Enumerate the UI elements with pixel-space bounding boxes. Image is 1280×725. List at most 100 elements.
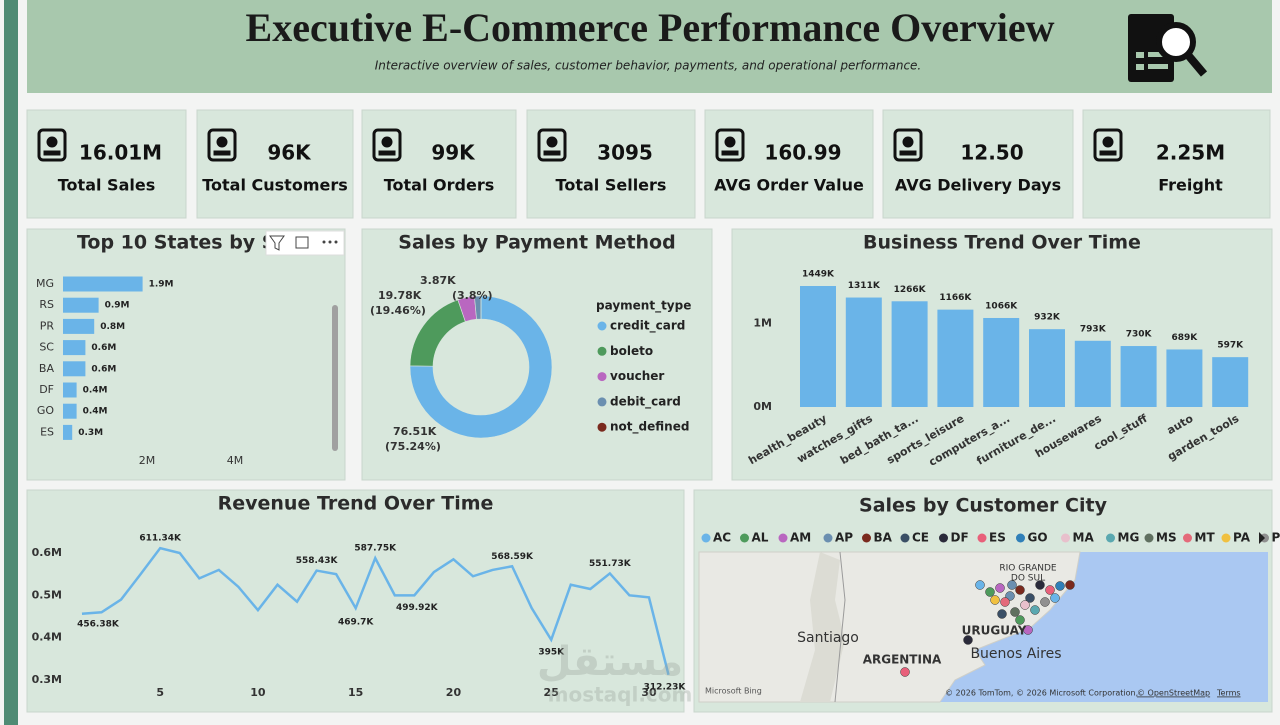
kpi-icon — [537, 128, 567, 162]
y-tick-label: ES — [40, 425, 54, 438]
y-tick-label: DF — [39, 383, 54, 396]
map-bubble — [1015, 585, 1025, 595]
x-tick-label: 15 — [348, 686, 363, 699]
data-label: 1.9M — [149, 280, 174, 290]
bar — [1166, 349, 1203, 407]
kpi-label: Total Sellers — [556, 176, 667, 195]
data-label: 932K — [1034, 313, 1061, 323]
bar — [63, 297, 99, 313]
data-label: 469.7K — [338, 618, 374, 628]
map-bubble — [1055, 581, 1065, 591]
map-bubble — [1023, 625, 1033, 635]
data-label: 395K — [538, 647, 565, 657]
data-label: 558.43K — [296, 556, 339, 566]
x-tick-label: 30 — [641, 686, 657, 699]
y-tick-label: 0.6M — [32, 546, 62, 559]
icon-shape — [43, 150, 61, 156]
bar — [63, 318, 95, 334]
data-label: 3.87K — [420, 274, 456, 287]
icon-shape — [899, 150, 917, 156]
x-tick-label: 2M — [139, 454, 156, 467]
kpi-label: Total Customers — [202, 176, 348, 195]
legend-label: voucher — [610, 369, 664, 383]
kpi-value: 160.99 — [764, 141, 841, 165]
header-icon — [1128, 14, 1208, 82]
x-tick-label: 20 — [446, 686, 462, 699]
legend-marker — [597, 346, 607, 356]
data-label: 611.34K — [139, 534, 182, 544]
bar — [1212, 357, 1249, 407]
legend-label: AL — [752, 531, 769, 545]
map-place: Buenos Aires — [970, 646, 1061, 662]
data-label: 0.9M — [105, 301, 130, 311]
icon-shape — [1102, 136, 1114, 148]
more-icon — [328, 240, 332, 244]
bar — [983, 317, 1020, 407]
map-border — [834, 551, 846, 703]
watermark: mostaql.com — [548, 683, 693, 707]
icon-line — [1148, 64, 1168, 69]
chart-title: Sales by Payment Method — [398, 232, 675, 254]
icon-shape — [543, 150, 561, 156]
bar — [800, 286, 836, 407]
kpi-value: 16.01M — [79, 141, 162, 165]
panel — [196, 109, 354, 219]
icon-line — [1136, 52, 1144, 58]
focus-icon — [295, 236, 309, 249]
chart-title: Top 10 States by Sales — [77, 232, 319, 254]
legend-marker — [1016, 533, 1025, 543]
kpi-label: Freight — [1158, 176, 1223, 195]
map-bubble — [1030, 605, 1040, 615]
icon-shape — [902, 136, 914, 148]
legend-marker — [740, 533, 749, 543]
y-tick-label: 0.3M — [32, 673, 62, 686]
map-bubble — [1015, 615, 1025, 625]
map-bubble — [1045, 585, 1055, 595]
legend-marker — [1061, 533, 1070, 543]
data-label: 689K — [1172, 333, 1199, 343]
donut-slice — [409, 295, 553, 439]
legend-label: ES — [989, 531, 1006, 545]
y-tick-label: SC — [39, 341, 54, 354]
icon-shape — [1099, 150, 1117, 156]
map-bubble — [1040, 597, 1050, 607]
bar — [1120, 346, 1157, 407]
line — [81, 546, 670, 676]
toolbar — [265, 230, 345, 256]
header-title: Executive E-Commerce Performance Overvie… — [246, 5, 1055, 50]
legend-label: PA — [1233, 531, 1251, 545]
legend-label: boleto — [610, 344, 653, 358]
bar — [63, 382, 77, 398]
map-bubble — [1025, 593, 1035, 603]
header-subtitle: Interactive overview of sales, customer … — [375, 59, 922, 73]
panel — [1082, 109, 1271, 219]
kpi-icon — [372, 128, 402, 162]
legend-marker — [900, 533, 910, 543]
map-place: RIO GRANDE — [999, 564, 1057, 574]
legend-marker — [1221, 533, 1231, 543]
bar — [63, 340, 86, 356]
map-bubble — [985, 587, 995, 597]
kpi-value: 96K — [267, 141, 312, 165]
watermark: مستقل — [537, 639, 683, 685]
data-label: 551.73K — [589, 559, 632, 569]
legend-marker — [778, 533, 788, 543]
kpi-icon — [207, 128, 237, 162]
data-label: 499.92K — [396, 603, 439, 613]
map-bubble — [1007, 580, 1017, 590]
icon-shape — [724, 136, 736, 148]
legend-label: CE — [912, 531, 929, 545]
legend-marker — [597, 372, 607, 382]
data-label: 0.4M — [83, 386, 108, 396]
legend-label: BA — [874, 531, 893, 545]
map-place: DO SUL — [1011, 574, 1045, 584]
bar — [63, 424, 73, 440]
filter-icon — [269, 235, 285, 251]
scrollbar — [332, 305, 338, 451]
icon-handle — [1184, 52, 1208, 77]
percent-label: (19.46%) — [370, 304, 426, 317]
map-land — [698, 551, 1081, 703]
map-terms: Terms — [1216, 689, 1241, 698]
kpi-icon — [893, 128, 923, 162]
